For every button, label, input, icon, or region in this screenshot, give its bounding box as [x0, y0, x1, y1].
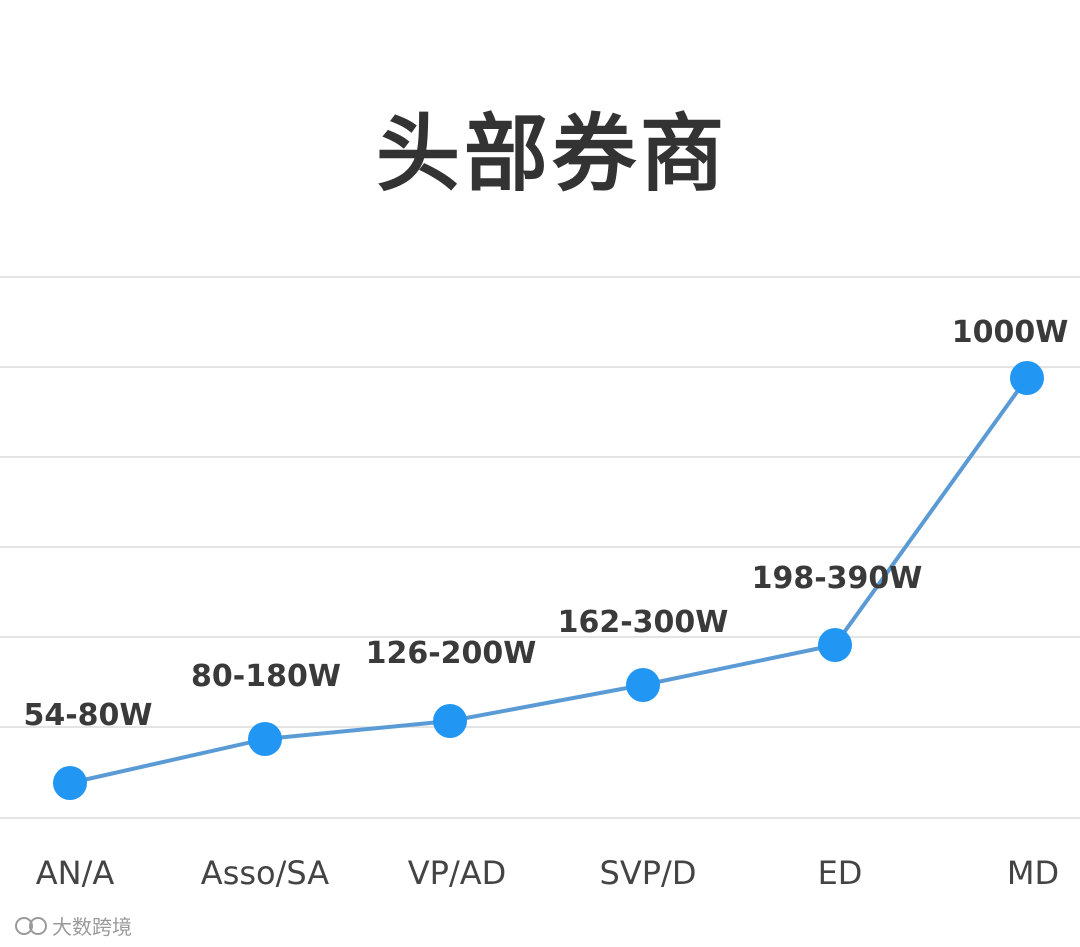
data-points	[53, 361, 1044, 800]
data-labels: 54-80W 80-180W 126-200W 162-300W 198-390W 100…	[23, 315, 1068, 733]
data-label: 198-390W	[752, 561, 923, 596]
x-tick-label: AN/A	[36, 854, 115, 892]
chart-title: 头部券商	[376, 105, 728, 203]
logo-icon	[15, 917, 47, 935]
data-point-vp-ad	[433, 704, 467, 738]
watermark: 大数跨境	[15, 915, 132, 939]
gridlines	[0, 276, 1080, 819]
x-tick-label: MD	[1007, 854, 1059, 892]
data-point-ed	[818, 628, 852, 662]
x-tick-label: Asso/SA	[201, 854, 330, 892]
data-label: 126-200W	[366, 636, 537, 671]
data-point-asso-sa	[248, 722, 282, 756]
data-point-svp-d	[626, 668, 660, 702]
series-line	[69, 376, 1029, 785]
x-tick-label: SVP/D	[600, 854, 697, 892]
watermark-text: 大数跨境	[52, 915, 132, 939]
x-axis-tick-labels: AN/A Asso/SA VP/AD SVP/D ED MD	[36, 854, 1059, 892]
x-tick-label: VP/AD	[408, 854, 507, 892]
data-label: 1000W	[952, 315, 1069, 350]
x-tick-label: ED	[818, 854, 863, 892]
data-point-an-a	[53, 766, 87, 800]
data-label: 80-180W	[191, 659, 341, 694]
data-label: 54-80W	[23, 698, 152, 733]
data-point-md	[1010, 361, 1044, 395]
data-label: 162-300W	[558, 605, 729, 640]
